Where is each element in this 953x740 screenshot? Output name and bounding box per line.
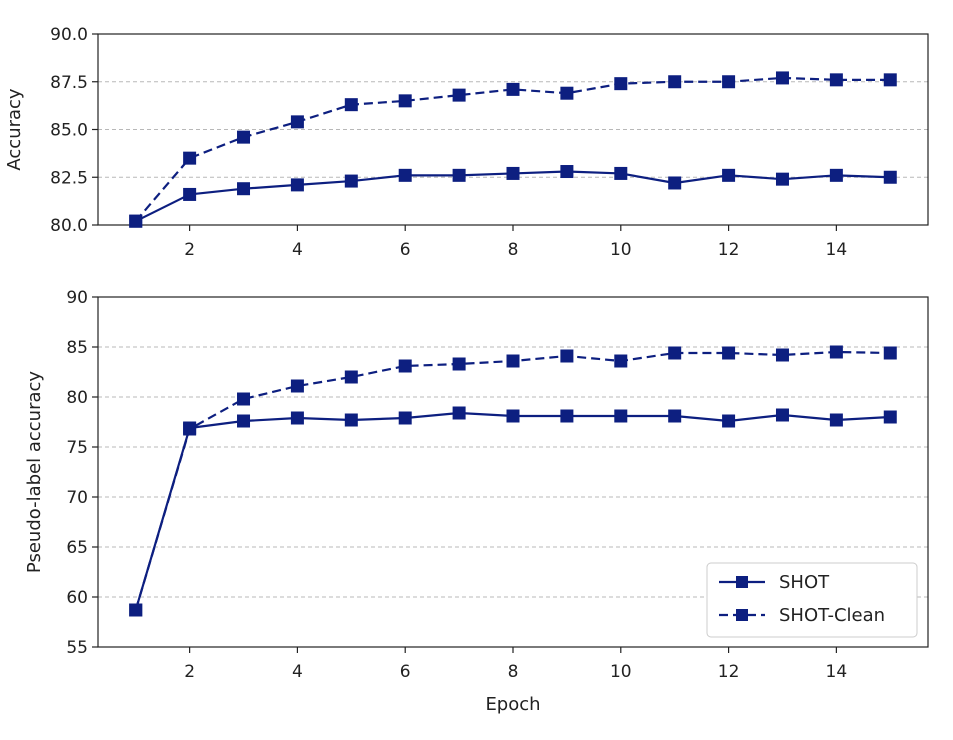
data-point-shot [829,168,843,182]
x-axis-label: Epoch [485,694,540,715]
data-point-shot-clean [506,82,520,96]
data-point-shot [775,172,789,186]
data-point-shot [775,408,789,422]
data-point-shot-clean [452,88,466,102]
data-point-shot-clean [883,73,897,87]
x-tick-label: 6 [400,240,411,260]
legend-marker-shot-clean [736,609,748,621]
y-tick-label: 85.0 [50,121,88,141]
data-point-shot [883,170,897,184]
x-tick-label: 12 [718,240,740,260]
data-point-shot [344,174,358,188]
data-point-shot [237,414,251,428]
data-point-shot [290,178,304,192]
data-point-shot-clean [614,77,628,91]
data-point-shot [506,166,520,180]
data-point-shot [183,187,197,201]
x-tick-label: 6 [400,662,411,682]
y-tick-label: 75 [66,438,88,458]
series-line-shot-clean [134,76,891,222]
y-tick-label: 55 [66,638,88,658]
data-point-shot-clean [237,130,251,144]
y-tick-label: 80 [66,388,88,408]
data-point-shot-clean [829,345,843,359]
x-tick-label: 12 [718,662,740,682]
x-tick-label: 4 [292,240,303,260]
data-point-shot-clean [829,73,843,87]
y-tick-label: 60 [66,588,88,608]
x-tick-label: 8 [508,240,519,260]
data-point-shot [883,410,897,424]
legend: SHOT SHOT-Clean [706,562,918,638]
data-point-shot [344,413,358,427]
data-point-shot-clean [560,86,574,100]
data-point-shot-clean [237,392,251,406]
y-tick-label: 80.0 [50,216,88,236]
y-axis-label: Accuracy [4,88,25,171]
data-point-shot [614,409,628,423]
y-tick-label: 65 [66,538,88,558]
data-point-shot [398,168,412,182]
data-point-shot-clean [344,370,358,384]
data-point-shot [290,411,304,425]
data-point-shot-clean [560,349,574,363]
data-point-shot-clean [129,214,143,228]
data-point-shot [506,409,520,423]
data-point-shot-clean [452,357,466,371]
data-point-shot-clean [614,354,628,368]
data-point-shot [452,168,466,182]
data-point-shot [668,409,682,423]
y-tick-label: 70 [66,488,88,508]
data-point-shot-clean [183,151,197,165]
data-point-shot-clean [775,348,789,362]
data-point-shot-clean [183,422,197,436]
legend-label-shot-clean: SHOT-Clean [779,605,885,626]
y-tick-label: 87.5 [50,73,88,93]
data-point-shot-clean [344,98,358,112]
x-tick-label: 14 [826,662,848,682]
x-tick-label: 8 [508,662,519,682]
data-point-shot [614,166,628,180]
data-point-shot-clean [668,75,682,89]
data-point-shot [237,182,251,196]
x-tick-label: 10 [610,662,632,682]
accuracy-panel: 80.0 82.5 85.0 87.5 90.0 2 4 6 8 10 12 14 Accuracy [4,25,929,260]
data-point-shot-clean [506,354,520,368]
y-tick-label: 90 [66,288,88,308]
pseudo-label-accuracy-panel: 55 60 65 70 75 80 85 90 2 4 6 8 10 12 14 Pseudo-label a… [24,288,929,715]
data-point-shot [398,411,412,425]
data-point-shot [722,414,736,428]
y-tick-label: 82.5 [50,168,88,188]
data-point-shot-clean [775,71,789,85]
data-point-shot-clean [883,346,897,360]
data-point-shot [722,168,736,182]
y-tick-label: 90.0 [50,25,88,45]
y-tick-label: 85 [66,338,88,358]
data-point-shot [829,413,843,427]
y-axis-label: Pseudo-label accuracy [24,371,45,573]
legend-marker-shot [736,576,748,588]
x-tick-label: 2 [184,662,195,682]
data-point-shot [560,409,574,423]
x-tick-label: 10 [610,240,632,260]
data-point-shot-clean [722,75,736,89]
data-point-shot-clean [129,603,143,617]
data-point-shot-clean [290,379,304,393]
data-point-shot [560,165,574,179]
data-point-shot-clean [290,115,304,129]
data-point-shot [452,406,466,420]
x-tick-label: 4 [292,662,303,682]
data-point-shot-clean [722,346,736,360]
data-point-shot-clean [398,94,412,108]
data-point-shot [668,176,682,190]
data-point-shot-clean [668,346,682,360]
x-tick-label: 2 [184,240,195,260]
legend-label-shot: SHOT [779,572,830,593]
data-point-shot-clean [398,359,412,373]
x-tick-label: 14 [826,240,848,260]
